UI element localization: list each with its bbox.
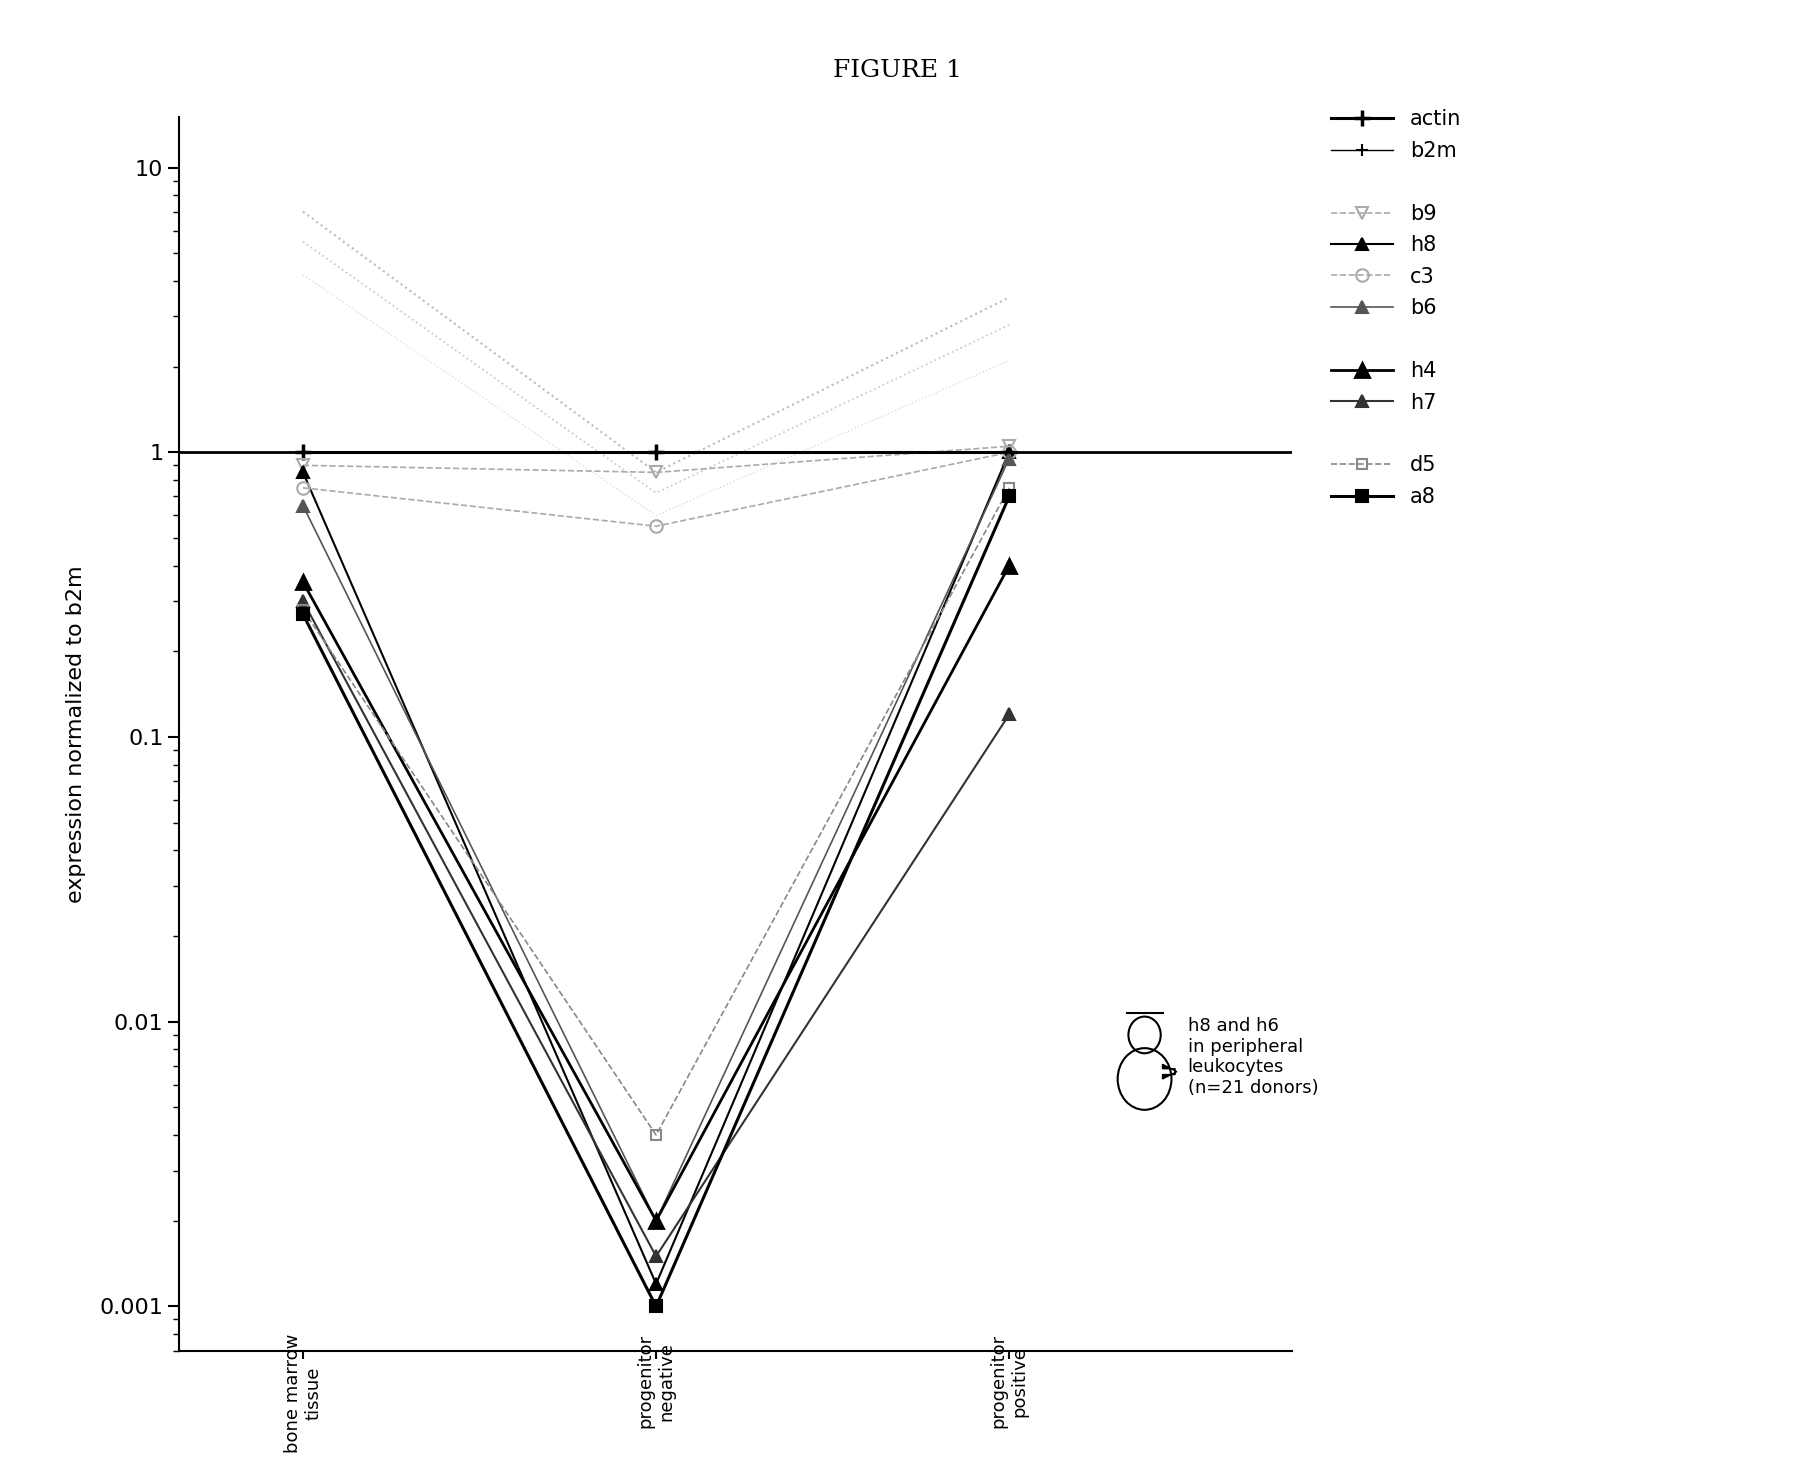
Legend: actin, b2m, , b9, h8, c3, b6, , h4, h7, , d5, a8: actin, b2m, , b9, h8, c3, b6, , h4, h7, … — [1324, 103, 1467, 514]
Y-axis label: expression normalized to b2m: expression normalized to b2m — [66, 565, 86, 903]
Text: progenitor
positive: progenitor positive — [990, 1334, 1028, 1428]
Text: h8 and h6
in peripheral
leukocytes
(n=21 donors): h8 and h6 in peripheral leukocytes (n=21… — [1188, 1017, 1319, 1097]
Text: bone marrow
tissue: bone marrow tissue — [283, 1334, 323, 1453]
Text: progenitor
negative: progenitor negative — [637, 1334, 676, 1428]
Text: FIGURE 1: FIGURE 1 — [832, 59, 962, 82]
